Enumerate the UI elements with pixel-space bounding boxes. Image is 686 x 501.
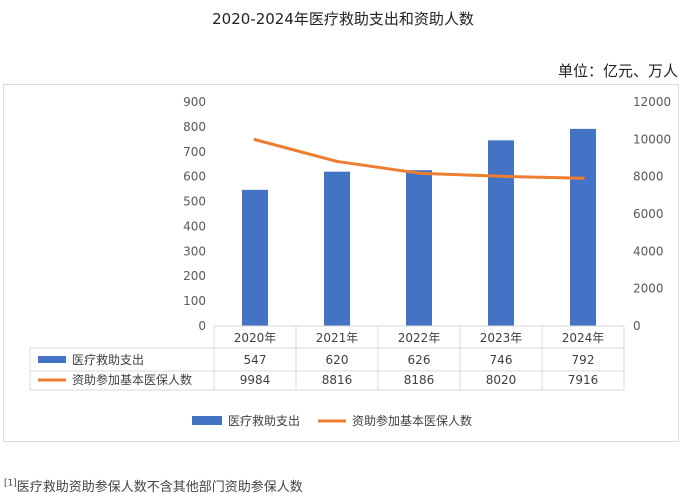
line-point-2 [417, 171, 421, 175]
table-key-bar [38, 356, 66, 363]
y-left-tick-label: 600 [183, 170, 206, 184]
y-left-tick-label: 200 [183, 269, 206, 283]
y-left-tick-label: 800 [183, 120, 206, 134]
y-right-tick-label: 8000 [633, 170, 664, 184]
line-point-0 [253, 138, 257, 142]
y-right-tick-label: 0 [633, 319, 641, 333]
legend-label: 资助参加基本医保人数 [352, 413, 472, 428]
x-tick-label: 2022年 [398, 331, 441, 345]
chart-title: 2020-2024年医疗救助支出和资助人数 [212, 10, 474, 28]
footnote-text: 医疗救助资助参保人数不含其他部门资助参保人数 [16, 480, 303, 495]
table-cell-bar-value: 746 [490, 353, 513, 367]
y-left-tick-label: 900 [183, 95, 206, 109]
table-cell-bar-value: 620 [326, 353, 349, 367]
y-left-tick-label: 0 [198, 319, 206, 333]
y-left-tick-label: 300 [183, 244, 206, 258]
table-cell-bar-value: 792 [572, 353, 595, 367]
table-cell-bar-value: 547 [244, 353, 267, 367]
y-left-tick-label: 400 [183, 219, 206, 233]
x-tick-label: 2020年 [234, 331, 277, 345]
chart-frame [3, 84, 679, 442]
x-tick-label: 2024年 [562, 331, 605, 345]
table-cell-line-value: 7916 [568, 373, 599, 387]
y-left-tick-label: 700 [183, 145, 206, 159]
legend-label: 医疗救助支出 [228, 413, 300, 428]
y-right-tick-label: 2000 [633, 282, 664, 296]
y-left-tick-label: 500 [183, 195, 206, 209]
footnote-marker: [1] [4, 478, 17, 489]
table-cell-bar-value: 626 [408, 353, 431, 367]
line-point-3 [499, 174, 503, 178]
bar-0 [242, 189, 268, 326]
legend-key-bar [192, 416, 222, 425]
bar-2 [406, 170, 432, 326]
x-tick-label: 2023年 [480, 331, 523, 345]
y-right-tick-label: 10000 [633, 132, 671, 146]
table-cell-line-value: 9984 [240, 373, 271, 387]
table-cell-line-value: 8816 [322, 373, 353, 387]
y-right-tick-label: 12000 [633, 95, 671, 109]
table-cell-line-value: 8020 [486, 373, 517, 387]
table-row-label: 医疗救助支出 [72, 352, 144, 367]
bar-4 [570, 128, 596, 326]
bar-3 [488, 140, 514, 326]
line-point-1 [335, 159, 339, 163]
table-row-label: 资助参加基本医保人数 [72, 372, 192, 387]
y-right-tick-label: 6000 [633, 207, 664, 221]
table-cell-line-value: 8186 [404, 373, 435, 387]
footnote: [1]医疗救助资助参保人数不含其他部门资助参保人数 [4, 476, 303, 495]
x-tick-label: 2021年 [316, 331, 359, 345]
bar-1 [324, 171, 350, 326]
y-right-tick-label: 4000 [633, 244, 664, 258]
unit-label: 单位：亿元、万人 [557, 62, 678, 80]
y-left-tick-label: 100 [183, 294, 206, 308]
line-point-4 [581, 176, 585, 180]
